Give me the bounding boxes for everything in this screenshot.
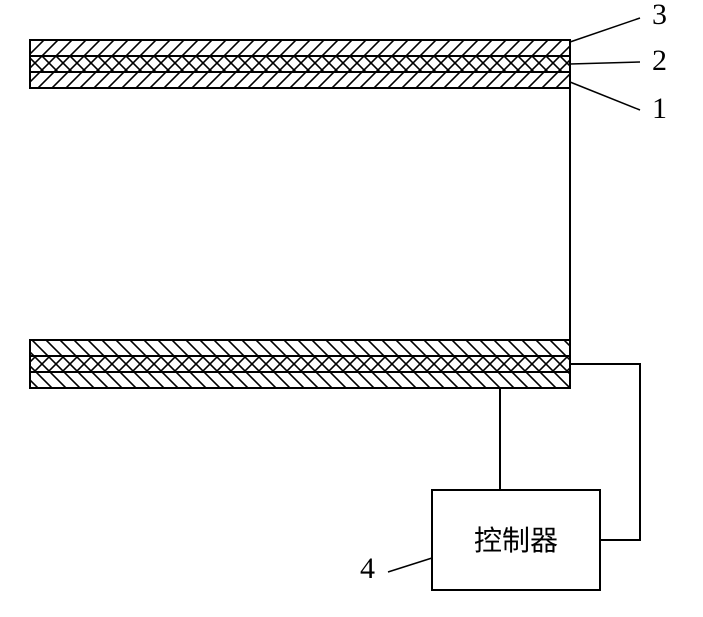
bottom-layer-2 (30, 356, 570, 372)
callout-2-line (570, 62, 640, 64)
callout-4-number: 4 (360, 552, 375, 585)
technical-diagram: 控制器 3 2 1 4 (0, 0, 703, 617)
top-layer-2 (30, 56, 570, 72)
callout-2-number: 2 (652, 44, 667, 77)
bottom-layer-1 (30, 340, 570, 356)
top-layer-3 (30, 40, 570, 56)
callout-1-number: 1 (652, 92, 667, 125)
callout-3-number: 3 (652, 0, 667, 31)
callout-1-line (570, 82, 640, 110)
controller-label: 控制器 (474, 525, 558, 557)
bottom-layer-3 (30, 372, 570, 388)
top-layer-1 (30, 72, 570, 88)
callout-3-line (570, 18, 640, 42)
callout-4-line (388, 558, 432, 572)
